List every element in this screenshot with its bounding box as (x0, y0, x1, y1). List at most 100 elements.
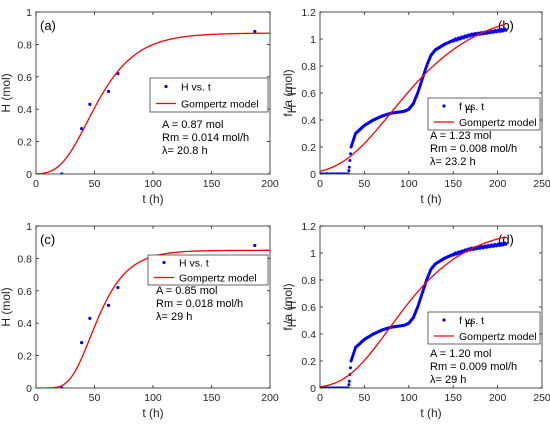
y-axis-label: f /a (mol) (281, 69, 295, 116)
data-point (346, 386, 350, 388)
y-tick-label: 1.2 (301, 221, 316, 233)
x-tick-label: 150 (203, 392, 221, 404)
y-tick-label: 0.2 (17, 351, 32, 363)
parameter-annotation: A = 1.20 mol (430, 348, 491, 360)
chart-panel-1: 0 50 100 150 200 0 0.2 0.4 0.6 0.8 1 t (h) H (mol) (a… (0, 7, 279, 206)
x-axis-label: t (h) (142, 406, 163, 420)
x-tick-label: 200 (261, 392, 279, 404)
y-label-subscript: H (285, 105, 299, 114)
parameter-annotation: Rm = 0.018 mol/h (156, 298, 243, 310)
parameter-annotation: λ= 23.2 h (430, 156, 476, 168)
x-tick-label: 100 (400, 178, 418, 190)
panel-label: (a) (40, 18, 56, 33)
legend-entry: Gompertz model (179, 273, 257, 285)
y-tick-label: 0.4 (17, 318, 32, 330)
y-tick-label: 0.8 (17, 39, 32, 51)
parameter-annotation: A = 0.87 mol (162, 119, 223, 131)
y-tick-label: 1.2 (301, 7, 316, 19)
legend-box (427, 97, 541, 131)
data-point (116, 285, 120, 290)
y-tick-label: 0.4 (301, 329, 316, 341)
data-point (106, 303, 111, 307)
series-group (320, 23, 508, 174)
x-tick-label: 50 (89, 392, 101, 404)
x-tick-label: 100 (400, 392, 418, 404)
chart-panel-4: 0 50 100 150 200 250 0 0.2 0.4 0.6 0.8 1 1.2 t (h) f /… (281, 221, 550, 420)
legend-entry: Gompertz model (181, 99, 259, 111)
data-point (347, 165, 351, 169)
y-tick-label: 0.6 (17, 72, 32, 84)
legend-point-marker (162, 260, 166, 265)
data-point (347, 169, 351, 173)
x-tick-label: 0 (33, 178, 39, 190)
y-label-subscript: H (285, 87, 299, 96)
x-axis-label: t (h) (142, 192, 163, 206)
x-tick-label: 200 (261, 178, 279, 190)
data-point (347, 383, 351, 387)
data-point (347, 379, 351, 383)
series-group (320, 236, 508, 388)
parameter-annotation: Rm = 0.014 mol/h (162, 132, 249, 144)
y-tick-label: 0.6 (301, 88, 316, 100)
y-tick-label: 1 (310, 34, 316, 46)
parameter-annotation: λ= 20.8 h (162, 145, 208, 157)
x-tick-label: 250 (533, 178, 550, 190)
parameter-annotation: λ= 29 h (156, 311, 192, 323)
y-label-subscript: H (285, 319, 299, 328)
y-tick-label: 0.4 (301, 115, 316, 127)
parameter-annotation: A = 0.85 mol (156, 285, 217, 297)
x-tick-label: 250 (533, 392, 550, 404)
legend-point-marker (442, 318, 446, 322)
data-point (106, 89, 111, 93)
gompertz-model-line (320, 23, 506, 172)
y-tick-label: 0 (26, 169, 32, 181)
legend-entry: H vs. t (181, 82, 211, 94)
y-tick-label: 0.2 (301, 142, 316, 154)
y-tick-label: 0.4 (17, 104, 32, 116)
gompertz-model-line (36, 32, 270, 174)
data-point (348, 152, 352, 156)
y-tick-label: 0.2 (301, 356, 316, 368)
data-point (348, 159, 352, 162)
y-tick-label: 0.8 (301, 61, 316, 73)
y-tick-label: 1 (26, 221, 32, 233)
x-tick-label: 100 (144, 392, 162, 404)
y-tick-label: 0 (310, 169, 316, 181)
legend: H vs. t Gompertz model (149, 77, 269, 113)
legend-entry: Gompertz model (459, 331, 537, 343)
y-tick-label: 1 (26, 7, 32, 19)
x-tick-label: 50 (359, 392, 371, 404)
legend-box (149, 77, 269, 113)
legend: H vs. t Gompertz model (147, 254, 269, 286)
x-axis-label: t (h) (420, 406, 441, 420)
x-tick-label: 150 (203, 178, 221, 190)
y-tick-label: 0.2 (17, 137, 32, 149)
y-tick-label: 0.8 (301, 275, 316, 287)
data-point (504, 28, 508, 32)
legend-subscript: H (465, 104, 473, 116)
y-label-subscript: H (285, 301, 299, 310)
x-tick-label: 200 (489, 392, 507, 404)
x-tick-label: 50 (359, 178, 371, 190)
parameter-annotation: Rm = 0.009 mol/h (430, 361, 517, 373)
data-point (88, 102, 92, 106)
legend-entry: f vs. t (459, 315, 484, 327)
x-tick-label: 150 (444, 392, 462, 404)
parameter-annotation: λ= 29 h (430, 374, 466, 386)
y-axis-label: f /a (mol) (281, 283, 295, 330)
data-point (88, 316, 92, 320)
x-tick-label: 150 (444, 178, 462, 190)
legend-subscript: H (465, 318, 473, 330)
series-group (36, 29, 270, 174)
y-tick-label: 1 (310, 248, 316, 260)
x-axis-label: t (h) (420, 192, 441, 206)
legend-box (147, 254, 269, 286)
x-tick-label: 50 (89, 178, 101, 190)
legend-point-marker (164, 84, 168, 89)
data-point (253, 29, 257, 34)
legend-entry: f vs. t (459, 101, 484, 113)
